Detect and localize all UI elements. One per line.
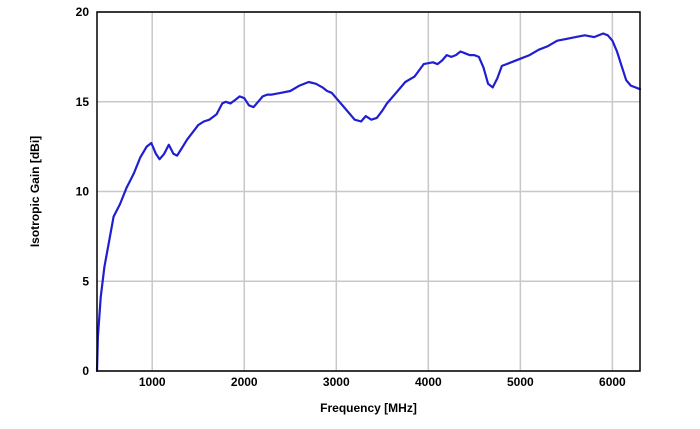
y-tick-label: 0 bbox=[82, 364, 89, 378]
x-axis-title: Frequency [MHz] bbox=[320, 401, 417, 415]
y-tick-label: 15 bbox=[76, 95, 90, 109]
grid bbox=[97, 11, 640, 372]
x-tick-label: 2000 bbox=[231, 375, 258, 389]
x-tick-label: 3000 bbox=[323, 375, 350, 389]
y-tick-label: 5 bbox=[82, 274, 89, 288]
x-tick-label: 1000 bbox=[139, 375, 166, 389]
x-tick-label: 6000 bbox=[599, 375, 626, 389]
gain-series-line bbox=[95, 32, 642, 373]
x-tick-labels: 1000 2000 3000 4000 5000 6000 bbox=[139, 375, 626, 389]
y-tick-label: 10 bbox=[76, 185, 90, 199]
y-tick-label: 20 bbox=[76, 5, 90, 19]
y-axis-title: Isotropic Gain [dBi] bbox=[28, 136, 42, 247]
plot-frame bbox=[96, 11, 641, 372]
x-tick-label: 5000 bbox=[507, 375, 534, 389]
y-tick-labels: 0 5 10 15 20 bbox=[76, 5, 90, 378]
x-tick-label: 4000 bbox=[415, 375, 442, 389]
